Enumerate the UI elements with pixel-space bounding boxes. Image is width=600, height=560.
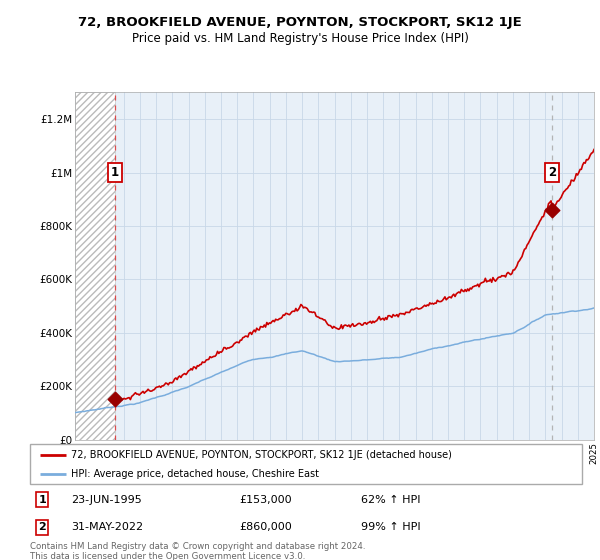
Text: Price paid vs. HM Land Registry's House Price Index (HPI): Price paid vs. HM Land Registry's House … bbox=[131, 32, 469, 45]
Text: 1: 1 bbox=[111, 166, 119, 179]
Text: £153,000: £153,000 bbox=[240, 495, 292, 505]
Text: 2: 2 bbox=[548, 166, 556, 179]
Text: HPI: Average price, detached house, Cheshire East: HPI: Average price, detached house, Ches… bbox=[71, 469, 319, 478]
Text: 1: 1 bbox=[38, 495, 46, 505]
Text: 99% ↑ HPI: 99% ↑ HPI bbox=[361, 522, 421, 532]
Text: £860,000: £860,000 bbox=[240, 522, 293, 532]
Text: 72, BROOKFIELD AVENUE, POYNTON, STOCKPORT, SK12 1JE (detached house): 72, BROOKFIELD AVENUE, POYNTON, STOCKPOR… bbox=[71, 450, 452, 460]
Point bbox=[547, 206, 557, 214]
Text: 31-MAY-2022: 31-MAY-2022 bbox=[71, 522, 143, 532]
Bar bbox=[75, 92, 115, 440]
Text: 72, BROOKFIELD AVENUE, POYNTON, STOCKPORT, SK12 1JE: 72, BROOKFIELD AVENUE, POYNTON, STOCKPOR… bbox=[78, 16, 522, 29]
Text: Contains HM Land Registry data © Crown copyright and database right 2024.
This d: Contains HM Land Registry data © Crown c… bbox=[30, 542, 365, 560]
Text: 62% ↑ HPI: 62% ↑ HPI bbox=[361, 495, 421, 505]
Point bbox=[110, 394, 120, 403]
FancyBboxPatch shape bbox=[30, 444, 582, 484]
Text: 2: 2 bbox=[38, 522, 46, 532]
Text: 23-JUN-1995: 23-JUN-1995 bbox=[71, 495, 142, 505]
